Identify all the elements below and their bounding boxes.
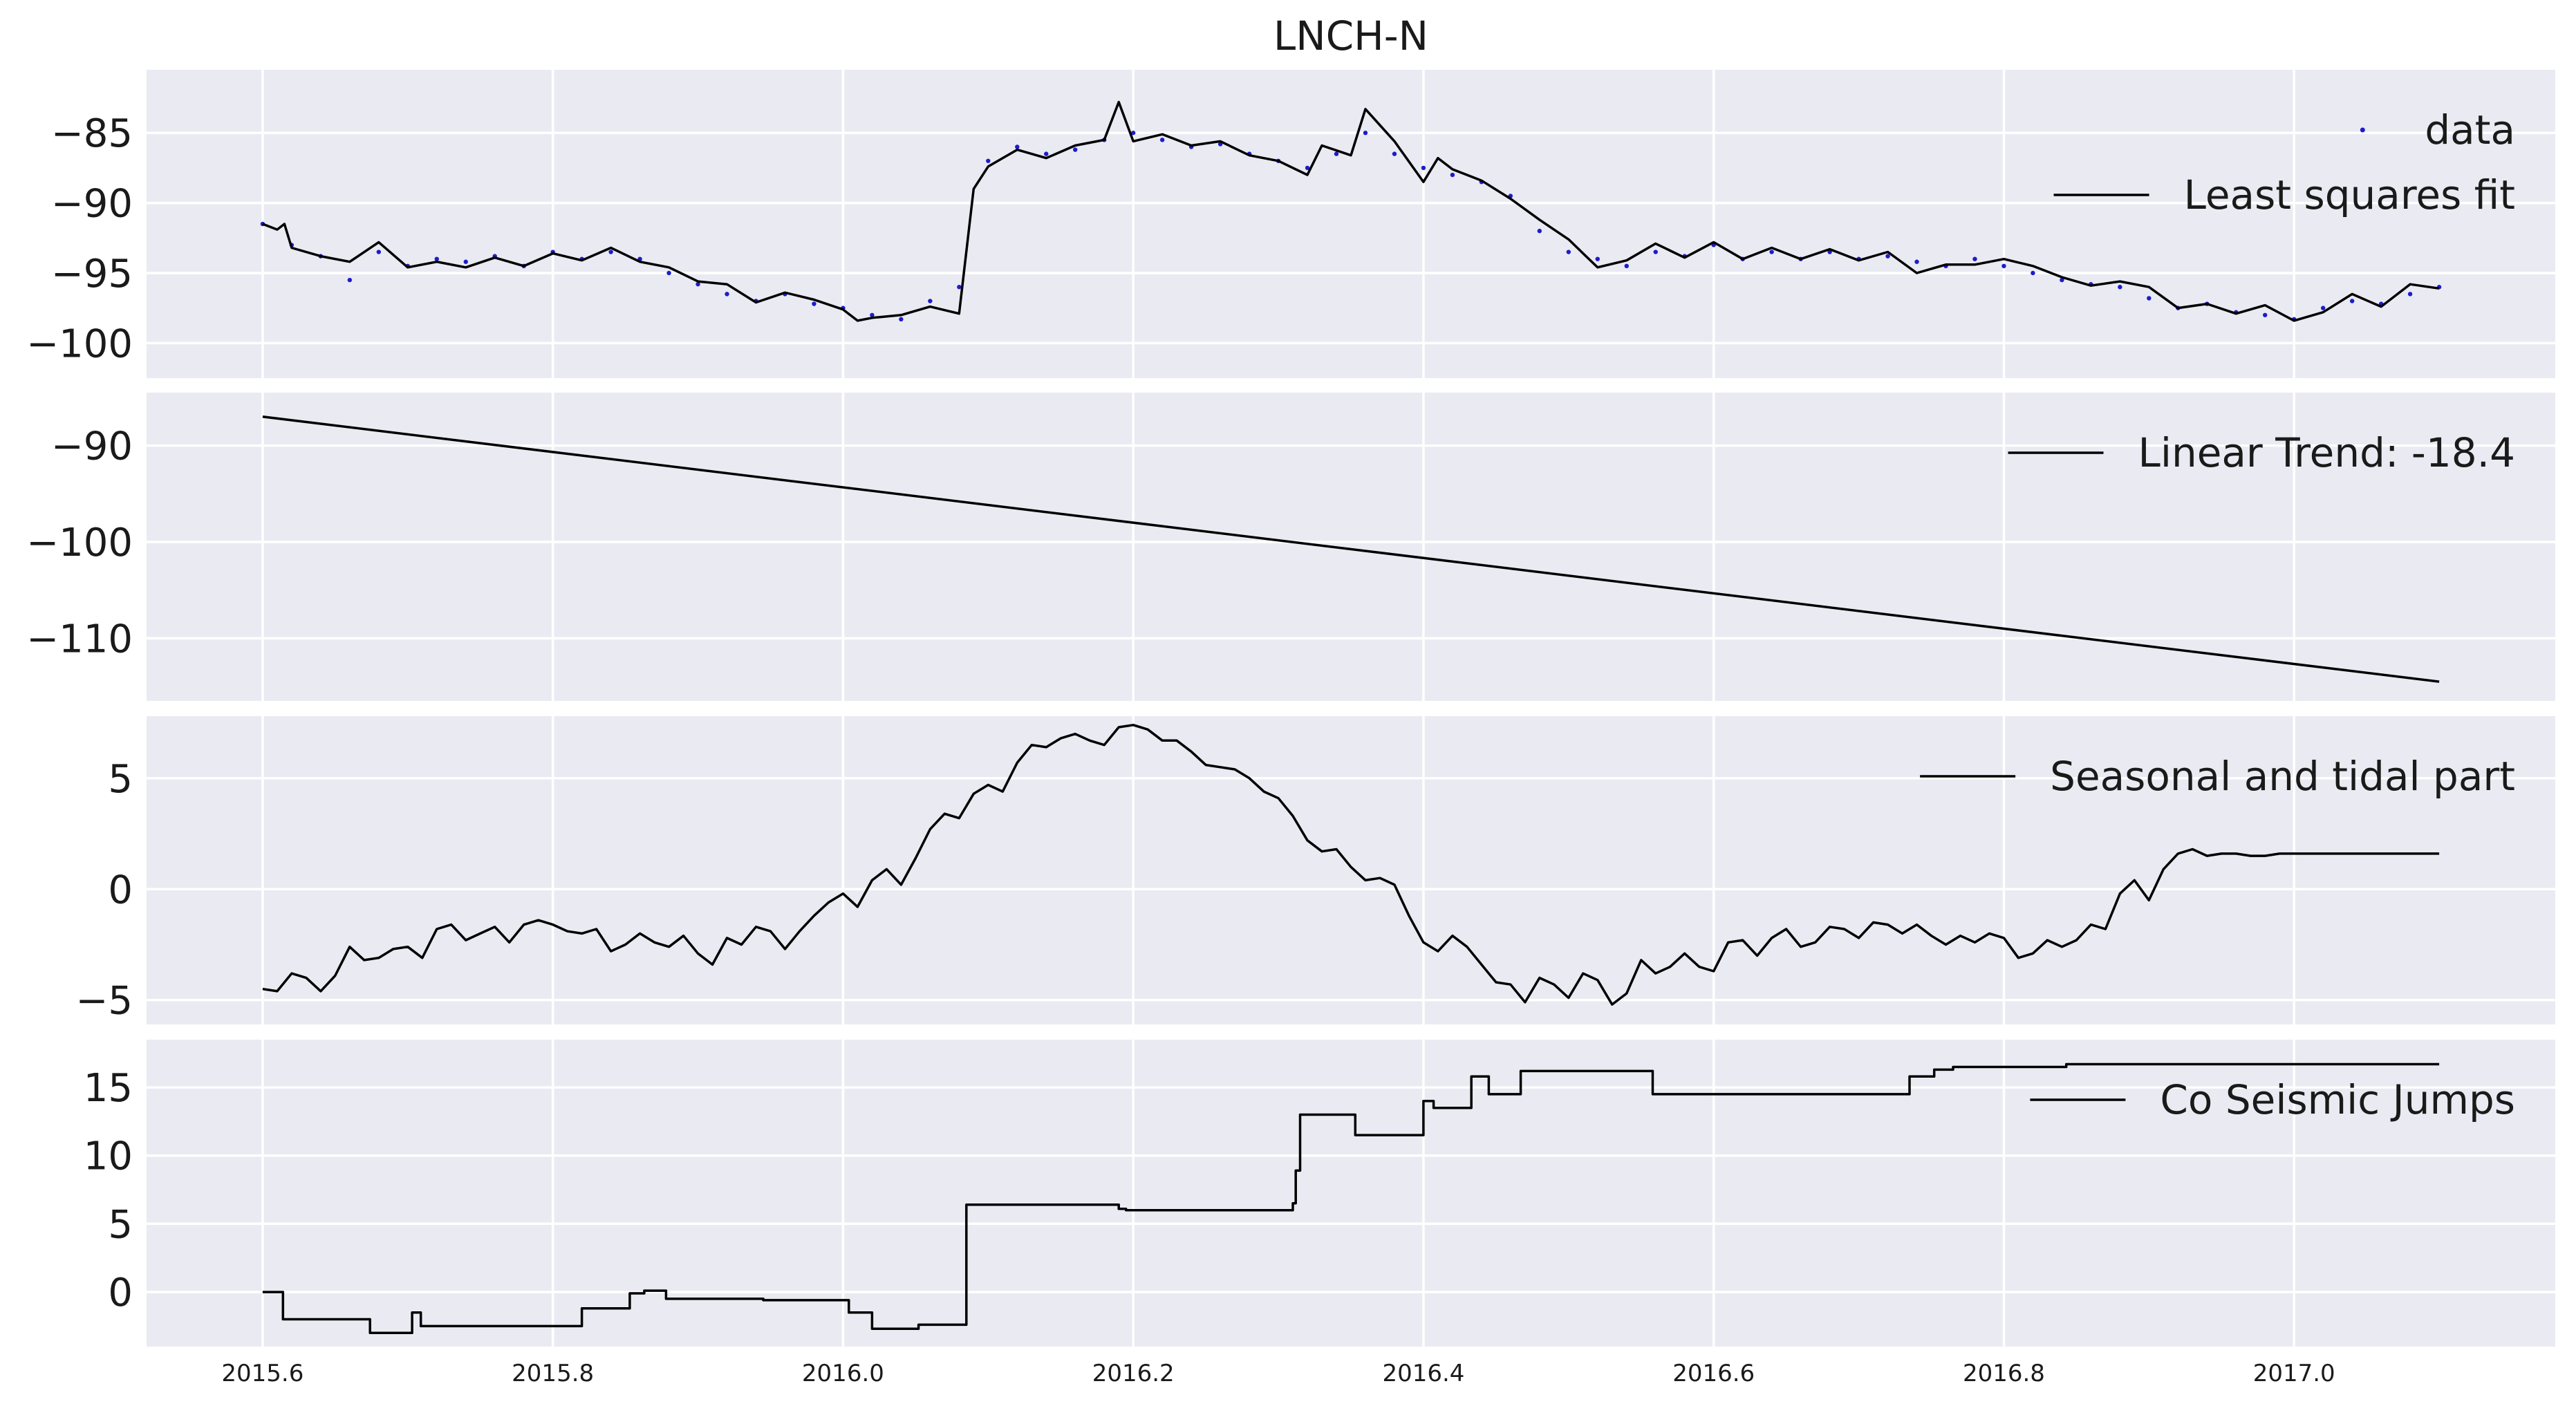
y-tick-label: 15 — [84, 1066, 133, 1111]
plot-area — [147, 1040, 2555, 1347]
legend-label: data — [2425, 106, 2515, 153]
x-tick-label: 2017.0 — [2253, 1360, 2335, 1387]
data-point — [1015, 144, 1020, 149]
data-point — [347, 277, 353, 283]
data-point — [1595, 256, 1600, 261]
data-point — [1334, 151, 1339, 156]
data-point — [696, 281, 700, 287]
data-point — [1363, 131, 1368, 135]
data-point — [899, 317, 904, 322]
legend-marker — [2360, 127, 2365, 133]
data-point — [1073, 147, 1078, 152]
data-point — [812, 301, 816, 306]
plot-area — [147, 716, 2555, 1024]
y-tick-label: −100 — [26, 321, 133, 366]
y-tick-label: −85 — [51, 111, 133, 156]
x-tick-label: 2015.8 — [512, 1360, 594, 1387]
x-tick-label: 2016.8 — [1963, 1360, 2045, 1387]
y-tick-label: −90 — [51, 182, 133, 227]
data-point — [2001, 263, 2006, 269]
series-line — [262, 724, 2440, 1006]
data-point — [2349, 299, 2355, 303]
x-tick-label: 2016.2 — [1092, 1360, 1175, 1387]
legend-label: Linear Trend: -18.4 — [2138, 429, 2515, 476]
y-tick-label: 5 — [108, 1202, 133, 1247]
legend-entry: Linear Trend: -18.4 — [2008, 429, 2515, 476]
y-tick-label: 10 — [84, 1134, 133, 1179]
data-point — [2031, 270, 2035, 276]
data-point — [1653, 250, 1658, 254]
panel-linear-trend: −90 −100 −110 Linear Trend: -18.4 — [26, 393, 2555, 701]
y-tick-label: 0 — [108, 868, 133, 912]
data-point — [1044, 151, 1049, 156]
data-point — [666, 270, 671, 276]
legend-entry: Seasonal and tidal part — [1920, 753, 2515, 800]
y-tick-label: −110 — [26, 617, 133, 662]
x-tick-label: 2015.6 — [221, 1360, 304, 1387]
legend-label: Co Seismic Jumps — [2160, 1076, 2515, 1123]
data-point — [986, 158, 991, 163]
panel-least-squares-fit: −85 −90 −95 −100 data Least squares fit — [26, 70, 2555, 378]
data-point — [1392, 151, 1397, 156]
series-line — [262, 100, 2440, 322]
data-point — [2320, 306, 2326, 310]
data-point — [1537, 228, 1542, 234]
y-tick-label: 5 — [108, 757, 133, 802]
data-point — [434, 256, 439, 261]
data-point — [608, 250, 613, 254]
series-line — [262, 415, 2440, 683]
data-point — [2060, 277, 2064, 283]
legend-label: Seasonal and tidal part — [2050, 753, 2515, 800]
data-point — [1305, 165, 1310, 171]
y-tick-label: 0 — [108, 1271, 133, 1315]
x-tick-label: 2016.6 — [1672, 1360, 1755, 1387]
legend-entry: data — [2360, 106, 2515, 153]
chart-title: LNCH-N — [1273, 12, 1428, 59]
x-tick-label: 2016.4 — [1382, 1360, 1464, 1387]
data-point — [2118, 285, 2122, 290]
data-point — [463, 259, 468, 264]
data-point — [1624, 263, 1629, 269]
legend-entry: Co Seismic Jumps — [2030, 1076, 2515, 1123]
data-point — [870, 312, 875, 317]
data-point — [725, 292, 729, 297]
legend-label: Least squares fit — [2184, 171, 2515, 218]
data-point — [1914, 259, 1919, 264]
x-tick-label: 2016.0 — [802, 1360, 884, 1387]
y-tick-label: −90 — [51, 424, 133, 469]
data-point — [1885, 254, 1890, 259]
data-point — [2407, 292, 2413, 297]
data-point — [2147, 296, 2152, 301]
data-point — [1450, 172, 1455, 178]
data-point — [1130, 131, 1136, 135]
y-tick-label: −95 — [51, 252, 133, 297]
data-point — [957, 285, 962, 290]
data-point — [1421, 165, 1426, 171]
panel-seasonal-tidal: 5 0 −5 Seasonal and tidal part — [75, 716, 2555, 1024]
data-point — [2263, 312, 2268, 317]
data-point — [1159, 138, 1165, 142]
legend-entry: Least squares fit — [2053, 171, 2515, 218]
y-tick-label: −5 — [75, 979, 133, 1024]
y-tick-label: −100 — [26, 521, 133, 565]
panel-co-seismic-jumps: 15 10 5 0 2015.6 2015.8 2016.0 2016.2 2016.4 2016… — [84, 1040, 2555, 1387]
data-point — [1972, 256, 1977, 261]
data-point — [928, 299, 933, 303]
data-point — [376, 250, 382, 254]
data-point — [1769, 250, 1774, 254]
series-line — [262, 1062, 2440, 1335]
plot-area — [147, 393, 2555, 701]
plot-area — [147, 70, 2555, 378]
data-point — [1566, 250, 1571, 254]
